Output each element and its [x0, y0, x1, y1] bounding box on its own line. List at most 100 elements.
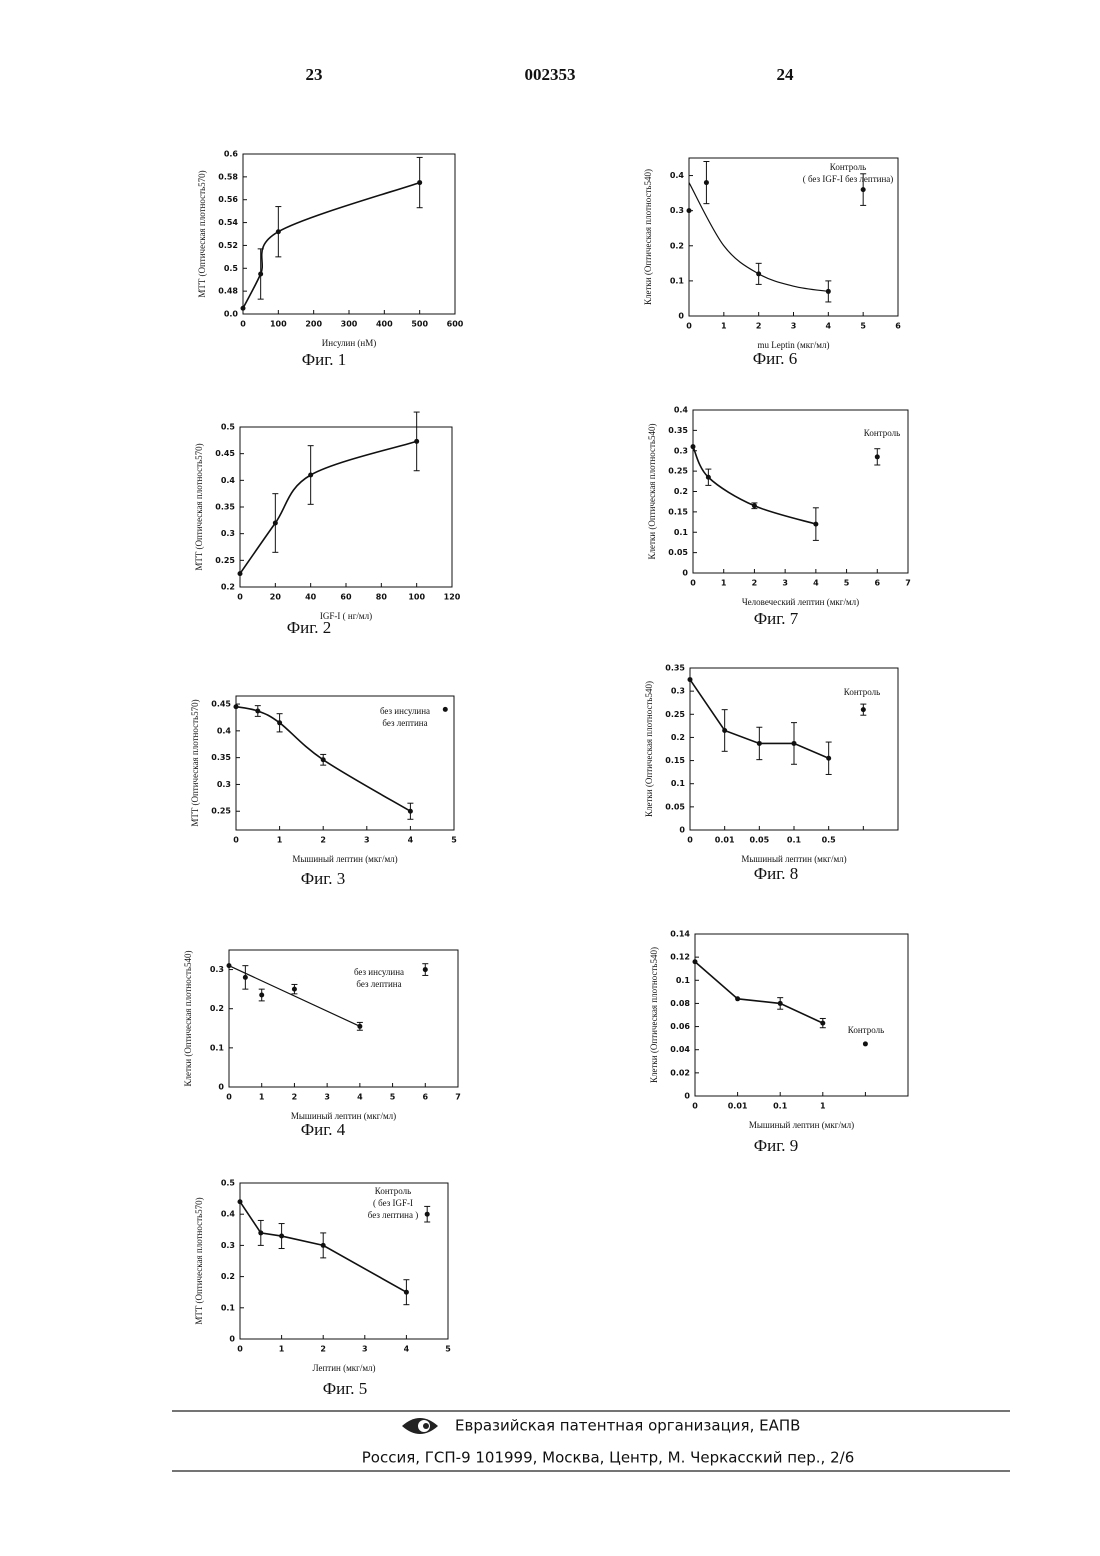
y-tick-label: 0.4 [674, 406, 689, 415]
x-axis-label: Мышиный лептин (мкг/мл) [749, 1120, 854, 1130]
y-tick-label: 0.4 [221, 476, 236, 485]
data-point [241, 306, 246, 311]
y-tick-label: 0.54 [218, 218, 238, 227]
annotation: без лептина [356, 979, 401, 989]
y-tick-label: 0.5 [224, 264, 239, 273]
x-tick-label: 0 [237, 593, 243, 602]
x-tick-label: 0 [237, 1345, 243, 1354]
data-point [408, 809, 413, 814]
data-point [243, 975, 248, 980]
x-tick-label: 0 [226, 1093, 232, 1102]
y-tick-label: 0.0 [224, 310, 239, 319]
y-tick-label: 0.3 [217, 780, 231, 789]
data-point [321, 757, 326, 762]
y-axis-label: Клетки (Оптическая плотность540) [644, 681, 654, 817]
annotation: Контроль [830, 162, 866, 172]
y-tick-label: 0.25 [215, 556, 235, 565]
data-point [693, 959, 698, 964]
y-tick-label: 0.35 [668, 426, 688, 435]
data-point [259, 993, 264, 998]
x-tick-label: 1 [259, 1093, 265, 1102]
y-tick-label: 0.3 [221, 1241, 235, 1250]
annotation: без инсулина [354, 967, 404, 977]
data-point [722, 728, 727, 733]
y-tick-label: 0.1 [674, 528, 689, 537]
y-axis-label: Клетки (Оптическая плотность540) [649, 947, 659, 1083]
x-tick-label: 2 [320, 1345, 326, 1354]
data-point [704, 180, 709, 185]
y-tick-label: 0.25 [665, 710, 685, 719]
y-tick-label: 0.1 [670, 276, 685, 285]
x-tick-label: 200 [305, 320, 322, 329]
data-point [258, 1230, 263, 1235]
y-tick-label: 0.1 [221, 1303, 236, 1312]
y-tick-label: 0.3 [670, 206, 684, 215]
y-tick-label: 0.06 [670, 1022, 690, 1031]
x-tick-label: 4 [408, 836, 414, 845]
data-point [308, 473, 313, 478]
x-axis-label: Мышиный лептин (мкг/мл) [292, 854, 397, 864]
data-point [273, 521, 278, 526]
figure-caption: Фиг. 9 [754, 1136, 799, 1155]
data-point [238, 1199, 243, 1204]
x-tick-label: 20 [270, 593, 282, 602]
page-number: 23 [306, 65, 323, 84]
data-point [279, 1234, 284, 1239]
x-tick-label: 0 [240, 320, 246, 329]
data-point [321, 1243, 326, 1248]
data-point [778, 1001, 783, 1006]
x-tick-label: 4 [813, 579, 819, 588]
data-point [756, 271, 761, 276]
figure-caption: Фиг. 1 [302, 350, 347, 369]
annotation: Контроль [375, 1186, 411, 1196]
y-tick-label: 0.45 [215, 449, 235, 458]
annotation: без инсулина [380, 706, 430, 716]
y-tick-label: 0.3 [210, 965, 224, 974]
figure-caption: Фиг. 3 [301, 869, 346, 888]
x-tick-label: 1 [277, 836, 283, 845]
doc-number: 002353 [525, 65, 576, 84]
annotation: без лептина ) [368, 1210, 418, 1220]
y-tick-label: 0.2 [674, 487, 688, 496]
y-tick-label: 0 [679, 826, 685, 835]
x-tick-label: 1 [820, 1102, 826, 1111]
x-tick-label: 2 [756, 322, 762, 331]
x-tick-label: 1 [721, 579, 727, 588]
x-tick-label: 0.01 [715, 836, 735, 845]
y-tick-label: 0.15 [665, 756, 685, 765]
y-tick-label: 0 [678, 312, 684, 321]
footer-organization: Евразийская патентная организация, ЕАПВ [455, 1417, 800, 1435]
patent-page: 23 002353 24 Евразийская патентная орган… [0, 0, 1100, 1556]
y-tick-label: 0.1 [671, 779, 686, 788]
y-tick-label: 0 [218, 1083, 224, 1092]
background [0, 0, 1100, 1556]
x-tick-label: 100 [408, 593, 425, 602]
x-tick-label: 2 [752, 579, 758, 588]
x-tick-label: 6 [874, 579, 880, 588]
page-number: 24 [777, 65, 795, 84]
data-point [417, 180, 422, 185]
figure-caption: Фиг. 8 [754, 864, 799, 883]
y-tick-label: 0.35 [215, 503, 235, 512]
control-point [423, 967, 428, 972]
x-tick-label: 2 [292, 1093, 298, 1102]
x-tick-label: 0 [233, 836, 239, 845]
y-tick-label: 0.1 [676, 976, 691, 985]
data-point [826, 756, 831, 761]
y-tick-label: 0.6 [224, 150, 239, 159]
data-point [826, 289, 831, 294]
x-tick-label: 5 [390, 1093, 396, 1102]
x-tick-label: 4 [404, 1345, 410, 1354]
y-tick-label: 0.4 [221, 1210, 236, 1219]
x-tick-label: 6 [422, 1093, 428, 1102]
annotation: ( без IGF-I [373, 1198, 413, 1208]
x-tick-label: 3 [791, 322, 797, 331]
x-tick-label: 0.1 [787, 836, 802, 845]
x-tick-label: 400 [376, 320, 393, 329]
x-tick-label: 0 [686, 322, 692, 331]
data-point [687, 208, 692, 213]
y-tick-label: 0.25 [211, 807, 231, 816]
y-tick-label: 0.25 [668, 467, 688, 476]
x-tick-label: 0.1 [773, 1102, 788, 1111]
control-point [863, 1041, 868, 1046]
